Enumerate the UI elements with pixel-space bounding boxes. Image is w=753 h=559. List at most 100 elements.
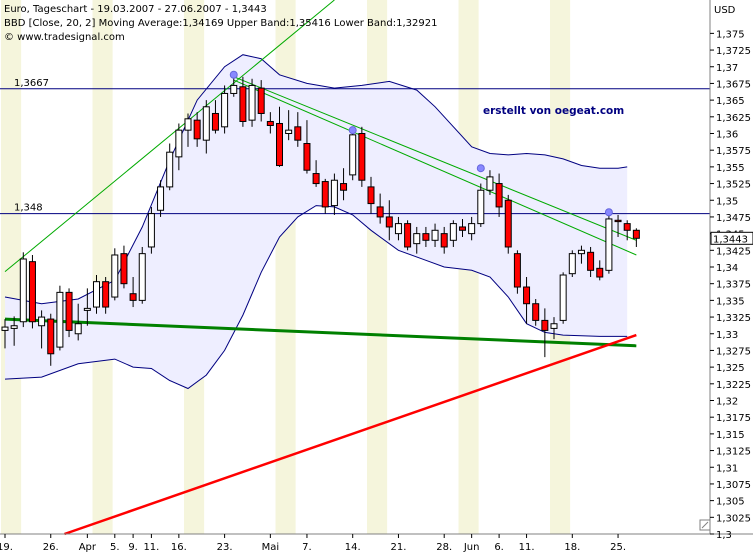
x-tick-label: 5. (110, 542, 120, 553)
x-tick-label: 26. (43, 542, 59, 553)
x-tick-label: 23. (217, 542, 233, 553)
candle (495, 173, 503, 217)
y-tick-label: 1,325 (716, 363, 745, 374)
bull-candle-body (568, 253, 576, 275)
bear-candle-body (504, 199, 512, 248)
candle (157, 180, 165, 217)
x-tick-label: 21. (390, 542, 406, 553)
y-tick-label: 1,3475 (716, 213, 751, 224)
y-tick-label: 1,3375 (716, 280, 751, 291)
x-tick-label: 11. (143, 542, 159, 553)
candle (65, 288, 73, 338)
y-tick-label: 1,34 (716, 263, 738, 274)
bear-candle-body (239, 86, 247, 122)
bull-candle-body (74, 323, 82, 335)
band-fill (5, 54, 628, 389)
candle (449, 220, 457, 247)
y-tick-label: 1,3325 (716, 313, 751, 324)
bear-candle-body (459, 226, 466, 231)
candle (56, 285, 64, 351)
y-tick-label: 1,3675 (716, 79, 751, 90)
candle (404, 220, 412, 251)
x-tick-label: 9. (128, 542, 138, 553)
candle (349, 130, 357, 181)
x-tick-label: Jun (463, 542, 480, 553)
candle (19, 252, 27, 328)
bull-candle-body (230, 84, 238, 94)
bear-candle-body (367, 186, 375, 205)
pivot-marker (348, 126, 357, 135)
bear-candle-body (312, 173, 320, 185)
candle (129, 277, 137, 308)
y-tick-label: 1,32 (716, 397, 738, 408)
candle (468, 216, 476, 241)
bear-candle-body (120, 253, 128, 285)
candle (632, 228, 640, 247)
y-tick-label: 1,37 (716, 63, 738, 74)
bull-candle-body (19, 258, 27, 323)
bull-candle-body (330, 179, 338, 207)
resize-corner-icon[interactable] (699, 519, 711, 531)
bear-candle-body (523, 286, 531, 305)
last-price-box (710, 231, 753, 245)
bull-candle-body (83, 307, 91, 311)
trendline-support-green (4, 317, 637, 348)
candle (138, 246, 146, 304)
bull-candle-body (486, 176, 494, 191)
candle (221, 85, 229, 134)
y-tick-label: 1,3275 (716, 346, 751, 357)
bull-candle-body (56, 291, 64, 348)
week-stripe (92, 0, 113, 534)
last-price-label: 1,3443 (713, 234, 748, 245)
bear-candle-body (632, 229, 640, 239)
candle (486, 170, 494, 195)
y-axis: 1,375 1,3725 1,37 1,3675 1,365 1,3625 1,36 1,35… (710, 29, 751, 541)
candle (587, 246, 595, 278)
candle (166, 143, 174, 191)
y-tick-label: 1,3525 (716, 180, 751, 191)
candle (312, 160, 320, 187)
trendline-channel-down-upper (233, 76, 637, 241)
pivot-marker (476, 164, 485, 173)
y-tick-label: 1,3625 (716, 113, 751, 124)
y-tick-label: 1,365 (716, 96, 745, 107)
candle (459, 218, 466, 237)
candle (276, 106, 283, 167)
candle (147, 206, 155, 254)
trendlines (4, 0, 637, 536)
candle (532, 299, 540, 326)
bear-candle-body (340, 183, 348, 191)
chart-title: Euro, Tageschart - 19.03.2007 - 27.06.20… (4, 4, 267, 15)
x-axis: 19. 26. Apr 5. 9. 11. 16. 23. Mai 7. 14. 21. 28. Jun 6… (0, 534, 626, 553)
candle (321, 178, 329, 214)
y-axis-label: USD (714, 5, 736, 16)
bull-candle-body (550, 323, 558, 329)
x-tick-label: 18. (564, 542, 580, 553)
bull-candle-body (559, 274, 567, 321)
x-tick-label: 19. (0, 542, 13, 553)
y-tick-label: 1,355 (716, 163, 745, 174)
bear-candle-body (532, 303, 540, 321)
last-price-tag: 1,3443 (710, 231, 753, 245)
trendline-support-red (64, 333, 637, 536)
candle (623, 220, 631, 241)
bear-candle-body (276, 122, 283, 167)
x-tick-label: 16. (171, 542, 187, 553)
y-tick-label: 1,3175 (716, 413, 751, 424)
bear-candle-body (596, 267, 604, 278)
y-tick-label: 1,36 (716, 130, 738, 141)
candle (376, 193, 384, 224)
y-tick-label: 1,3125 (716, 447, 751, 458)
bull-candle-body (166, 151, 174, 188)
bear-candle-body (47, 318, 55, 355)
bear-candle-body (266, 120, 274, 126)
candle (10, 316, 18, 346)
bear-candle-body (513, 253, 521, 288)
y-tick-label: 1,3575 (716, 146, 751, 157)
y-tick-label: 1,3425 (716, 246, 751, 257)
bear-candle-body (385, 216, 393, 228)
candle (285, 110, 293, 141)
bull-candle-body (449, 223, 457, 241)
y-tick-label: 1,3075 (716, 480, 751, 491)
